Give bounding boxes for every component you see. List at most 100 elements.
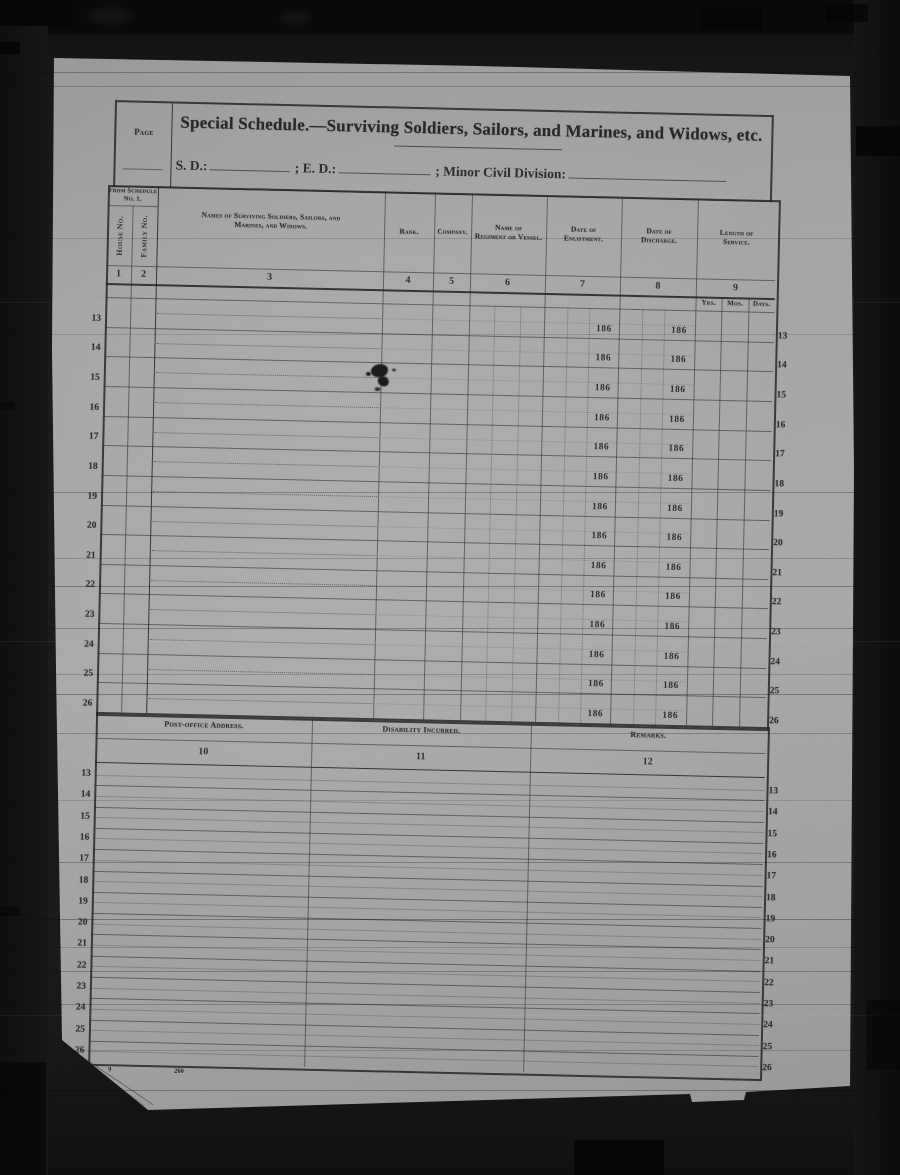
row-number-right: 13 [777, 330, 788, 342]
row-number-right: 22 [764, 977, 774, 988]
row-number-right: 21 [772, 567, 783, 579]
footer-print-mark: 9 [107, 1066, 112, 1074]
ink-blot [391, 368, 397, 372]
row-number-left: 24 [75, 1002, 86, 1013]
col-number: 9 [732, 282, 739, 294]
footer-print-mark: 260 [173, 1067, 184, 1075]
row-number-right: 24 [770, 656, 781, 668]
row-number-left: 20 [86, 520, 97, 531]
film-mark [0, 1062, 46, 1175]
form-content: Page Special Schedule.—Surviving Soldier… [52, 58, 854, 1110]
row-number-left: 19 [78, 896, 88, 907]
row-number-right: 20 [765, 935, 775, 946]
row-number-left: 26 [82, 698, 93, 709]
row-number-right: 14 [777, 360, 787, 371]
sd-label: S. D.: [175, 157, 208, 174]
title-underline [394, 145, 563, 151]
discharge-year-prefix: 186 [668, 414, 685, 425]
film-right-edge [854, 0, 900, 1175]
col-enlistment-label: Date of Enlistment. [563, 224, 604, 244]
header-divider [170, 103, 173, 188]
film-top-band [0, 0, 900, 34]
ed-label: ; E. D.: [294, 160, 337, 177]
row-number-left: 23 [84, 609, 95, 620]
film-mark [866, 1000, 900, 1070]
col-family-label: Family No. [139, 214, 150, 258]
paper-sheet: Page Special Schedule.—Surviving Soldier… [52, 58, 854, 1110]
row-number-right: 16 [775, 419, 786, 431]
col-service-label: Length of Service. [719, 227, 754, 247]
film-smudge [280, 12, 310, 24]
enlistment-year-prefix: 186 [592, 471, 609, 483]
film-left-edge [0, 0, 48, 1175]
film-mark [0, 402, 15, 410]
discharge-year-prefix: 186 [663, 651, 680, 662]
discharge-year-prefix: 186 [664, 621, 681, 633]
row-number-right: 23 [763, 999, 774, 1010]
row-number-left: 20 [77, 917, 88, 928]
row-number-right: 23 [771, 627, 781, 638]
enlistment-year-prefix: 186 [590, 560, 607, 572]
enlistment-year-prefix: 186 [595, 323, 612, 335]
ed-blank [337, 160, 431, 176]
discharge-year-prefix: 186 [664, 592, 681, 603]
mcd-blank [567, 165, 727, 183]
row-number-left: 16 [79, 832, 90, 843]
mcd-label: ; Minor Civil Division: [435, 163, 567, 182]
film-mark [0, 0, 72, 26]
col-number: 4 [405, 274, 411, 286]
enlistment-year-prefix: 186 [594, 382, 611, 394]
col-number: 5 [448, 275, 455, 287]
row-number-right: 26 [769, 716, 779, 727]
row-number-right: 18 [774, 479, 785, 490]
discharge-year-prefix: 186 [665, 562, 682, 573]
row-number-right: 16 [766, 850, 777, 861]
col-rank-label: Rank. [399, 226, 419, 237]
col-regiment-label: Name of Regiment or Vessel. [474, 222, 543, 243]
col-house-label: House No. [114, 215, 125, 256]
film-mark [574, 1140, 664, 1175]
service-sub-mos: Mos. [727, 299, 744, 308]
enlistment-year-prefix: 186 [588, 649, 605, 661]
row-number-left: 24 [84, 639, 94, 650]
enlistment-year-prefix: 186 [595, 353, 612, 364]
row-number-right: 25 [762, 1041, 773, 1052]
row-number-left: 13 [91, 313, 102, 324]
ink-blot [377, 376, 389, 387]
row-number-right: 25 [769, 686, 780, 697]
row-number-left: 21 [86, 550, 96, 561]
row-number-right: 22 [771, 597, 782, 608]
enlistment-year-prefix: 186 [587, 709, 604, 720]
enlistment-year-prefix: 186 [591, 531, 608, 542]
discharge-year-prefix: 186 [670, 355, 687, 366]
district-line: S. D.: ; E. D.: ; Minor Civil Division: [175, 157, 728, 187]
row-number-left: 22 [76, 960, 87, 971]
col-discharge-label: Date of Discharge. [640, 226, 678, 246]
enlistment-year-prefix: 186 [591, 501, 608, 512]
col-number: 8 [655, 280, 661, 292]
row-number-left: 25 [83, 668, 94, 680]
col-number: 1 [115, 268, 122, 280]
row-number-right: 19 [765, 913, 776, 925]
service-sub-yrs: Yrs. [701, 298, 716, 307]
row-number-right: 17 [766, 871, 777, 882]
film-mark [0, 42, 20, 54]
row-number-left: 17 [79, 853, 89, 864]
row-number-right: 24 [763, 1020, 773, 1031]
row-number-left: 18 [88, 461, 98, 472]
row-number-right: 13 [768, 786, 779, 797]
discharge-year-prefix: 186 [662, 681, 679, 692]
film-smudge [88, 8, 132, 24]
page-label: Page [134, 126, 154, 138]
service-sub-days: Days. [752, 299, 771, 309]
enlistment-year-prefix: 186 [593, 412, 610, 424]
film-mark [856, 126, 900, 156]
row-number-left: 21 [77, 938, 87, 950]
row-number-left: 23 [76, 981, 87, 992]
row-number-left: 14 [90, 342, 101, 354]
enlistment-year-prefix: 186 [587, 679, 604, 690]
row-number-left: 15 [90, 372, 100, 383]
row-number-right: 17 [775, 449, 785, 460]
form-title: Special Schedule.—Surviving Soldiers, Sa… [180, 112, 763, 145]
row-number-right: 14 [767, 807, 778, 818]
